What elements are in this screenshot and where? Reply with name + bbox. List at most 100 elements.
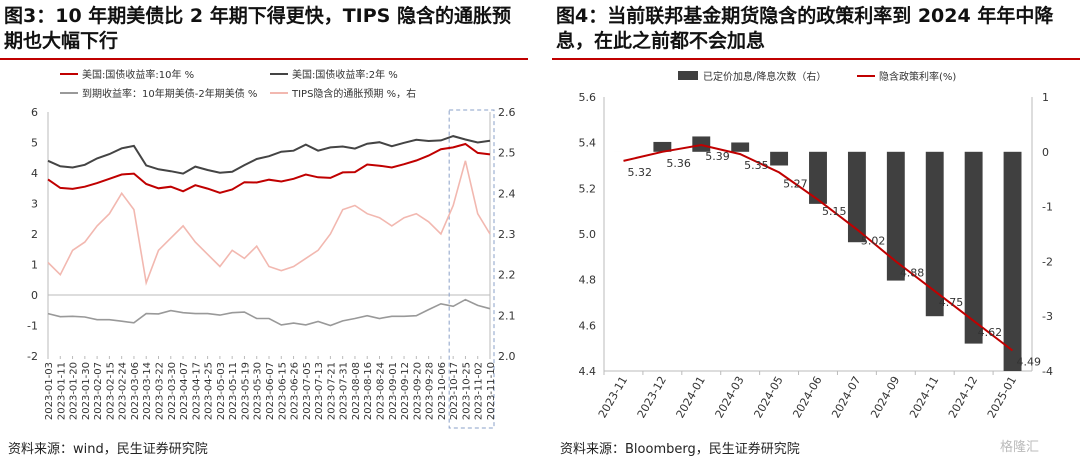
x-tick-label: 2023-06-26 [290,362,301,420]
x-tick-label: 2023-01-20 [69,362,80,420]
x-tick-label: 2023-08-08 [351,362,362,420]
x-tick-label: 2023-10-17 [449,362,460,420]
legend-item-policy-rate: 隐含政策利率(%) [857,68,956,83]
x-tick-label: 2023-05-11 [228,362,239,420]
x-tick-label: 2023-03-30 [167,362,178,420]
x-tick-label: 2024-03 [713,374,747,420]
x-tick-label: 2023-01-30 [81,362,92,420]
figure-4-title: 图4：当前联邦基金期货隐含的政策利率到 2024 年年中降息，在此之前都不会加息 [556,5,1054,52]
left-y-tick-label: 5 [31,137,38,150]
left-y-tick-label: 2 [31,228,38,241]
x-tick-label: 2023-04-07 [179,362,190,420]
x-tick-label: 2023-02-15 [105,362,116,420]
policy-rate-line [623,143,1014,352]
left-y-tick-label: 1 [31,259,38,272]
x-tick-label: 2023-07-21 [326,362,337,420]
policy-rate-data-label: 5.02 [861,234,886,247]
right-y-tick-label: -2 [1042,255,1053,268]
hike-cut-bar [653,141,672,152]
right-y-tick-label: 2.3 [498,228,516,241]
x-tick-label: 2024-11 [907,374,941,420]
x-tick-label: 2023-02-07 [93,362,104,420]
x-tick-label: 2023-12 [635,374,669,420]
legend-swatch-policy-rate [857,74,875,77]
left-y-tick-label: 4 [31,167,38,180]
x-tick-label: 2023-05-30 [253,362,264,420]
left-y-tick-label: 6 [31,106,38,119]
x-tick-label: 2024-01 [674,374,708,420]
x-tick-label: 2023-08-24 [376,362,387,420]
figure-3-chart: -2 -1 0 1 2 3 4 5 6 2.0 2.1 2.2 2.3 2.4 2.5 2.6 2023-01-… [27,106,516,429]
legend-item-10y: 美国:国债收益率:10年 % [60,66,194,81]
x-tick-label: 2023-06-07 [265,362,276,420]
right-y-tick-label: 1 [1042,91,1049,104]
x-tick-label: 2024-12 [946,374,980,420]
hike-cut-bar [925,151,944,317]
figure-4-panel: 图4：当前联邦基金期货隐含的政策利率到 2024 年年中降息，在此之前都不会加息… [552,0,1080,461]
legend-swatch-tips [270,91,288,94]
x-tick-label: 2023-04-25 [204,362,215,420]
x-tick-label: 2023-06-15 [277,362,288,420]
x-tick-label: 2023-11-02 [474,362,485,420]
x-tick-label: 2023-03-22 [155,362,166,420]
figure-3-legend: 美国:国债收益率:10年 % 美国:国债收益率:2年 % 到期收益率：10年期美… [0,60,530,100]
x-tick-label: 2023-01-03 [44,362,55,420]
left-y-tick-label: -1 [27,320,38,333]
legend-swatch-spread [60,91,78,94]
right-y-tick-label: 2.0 [498,350,516,363]
policy-rate-data-label: 4.49 [1017,355,1042,368]
hike-cut-bar [731,142,750,152]
series-line-0 [47,142,491,194]
policy-rate-data-label: 4.62 [978,326,1003,339]
legend-label-tips: TIPS隐含的通胀预期 %，右 [292,89,417,100]
figure-4-source: 资料来源：Bloomberg，民生证券研究院 [560,442,800,457]
policy-rate-data-label: 5.27 [783,177,808,190]
right-y-tick-label: 2.5 [498,147,516,160]
x-tick-label: 2024-05 [751,374,785,420]
title-underline [0,58,528,60]
hike-cut-bar [886,151,905,281]
x-tick-label: 2023-09-01 [388,362,399,420]
legend-label-hikes: 已定价加息/降息次数（右） [703,72,827,83]
right-y-tick-label: 2.4 [498,187,516,200]
title-underline [552,58,1080,60]
right-y-tick-label: -3 [1042,310,1053,323]
figure-3-source: 资料来源：wind，民生证券研究院 [8,442,208,457]
policy-rate-data-label: 4.75 [939,296,964,309]
legend-swatch-2y [270,72,288,75]
x-tick-label: 2024-06 [790,374,824,420]
x-tick-label: 2023-02-24 [118,362,129,420]
x-tick-label: 2023-05-19 [240,362,251,420]
x-tick-label: 2023-05-03 [216,362,227,420]
policy-rate-data-label: 5.15 [822,205,847,218]
highlight-box [448,109,495,429]
series-line-2 [47,298,491,327]
x-tick-label: 2023-10-25 [461,362,472,420]
left-y-tick-label: 0 [31,289,38,302]
policy-rate-data-label: 4.88 [900,266,925,279]
legend-item-tips: TIPS隐含的通胀预期 %，右 [270,85,416,100]
right-y-tick-label: 2.2 [498,269,516,282]
series-line-3 [47,160,491,286]
legend-label-10y: 美国:国债收益率:10年 % [82,70,195,81]
x-tick-label: 2023-01-11 [56,362,67,420]
x-tick-label: 2023-11-10 [486,362,497,420]
left-y-tick-label: -2 [27,350,38,363]
right-y-tick-label: 0 [1042,146,1049,159]
legend-swatch-hikes [678,71,698,80]
x-tick-label: 2023-09-28 [425,362,436,420]
right-y-tick-label: 2.6 [498,106,516,119]
x-tick-label: 2023-10-06 [437,362,448,420]
hike-cut-bar [964,151,983,344]
x-tick-label: 2023-08-16 [363,362,374,420]
x-tick-label: 2023-04-17 [191,362,202,420]
left-y-tick-label: 5.2 [579,182,597,195]
figure-3-title: 图3：10 年期美债比 2 年期下得更快，TIPS 隐含的通胀预期也大幅下行 [4,5,511,52]
x-tick-label: 2023-09-12 [400,362,411,420]
policy-rate-data-label: 5.32 [627,166,652,179]
right-y-tick-label: 2.1 [498,309,516,322]
x-tick-label: 2023-07-31 [339,362,350,420]
left-y-tick-label: 3 [31,198,38,211]
left-y-tick-label: 4.6 [579,319,597,332]
x-tick-label: 2023-03-14 [142,362,153,420]
